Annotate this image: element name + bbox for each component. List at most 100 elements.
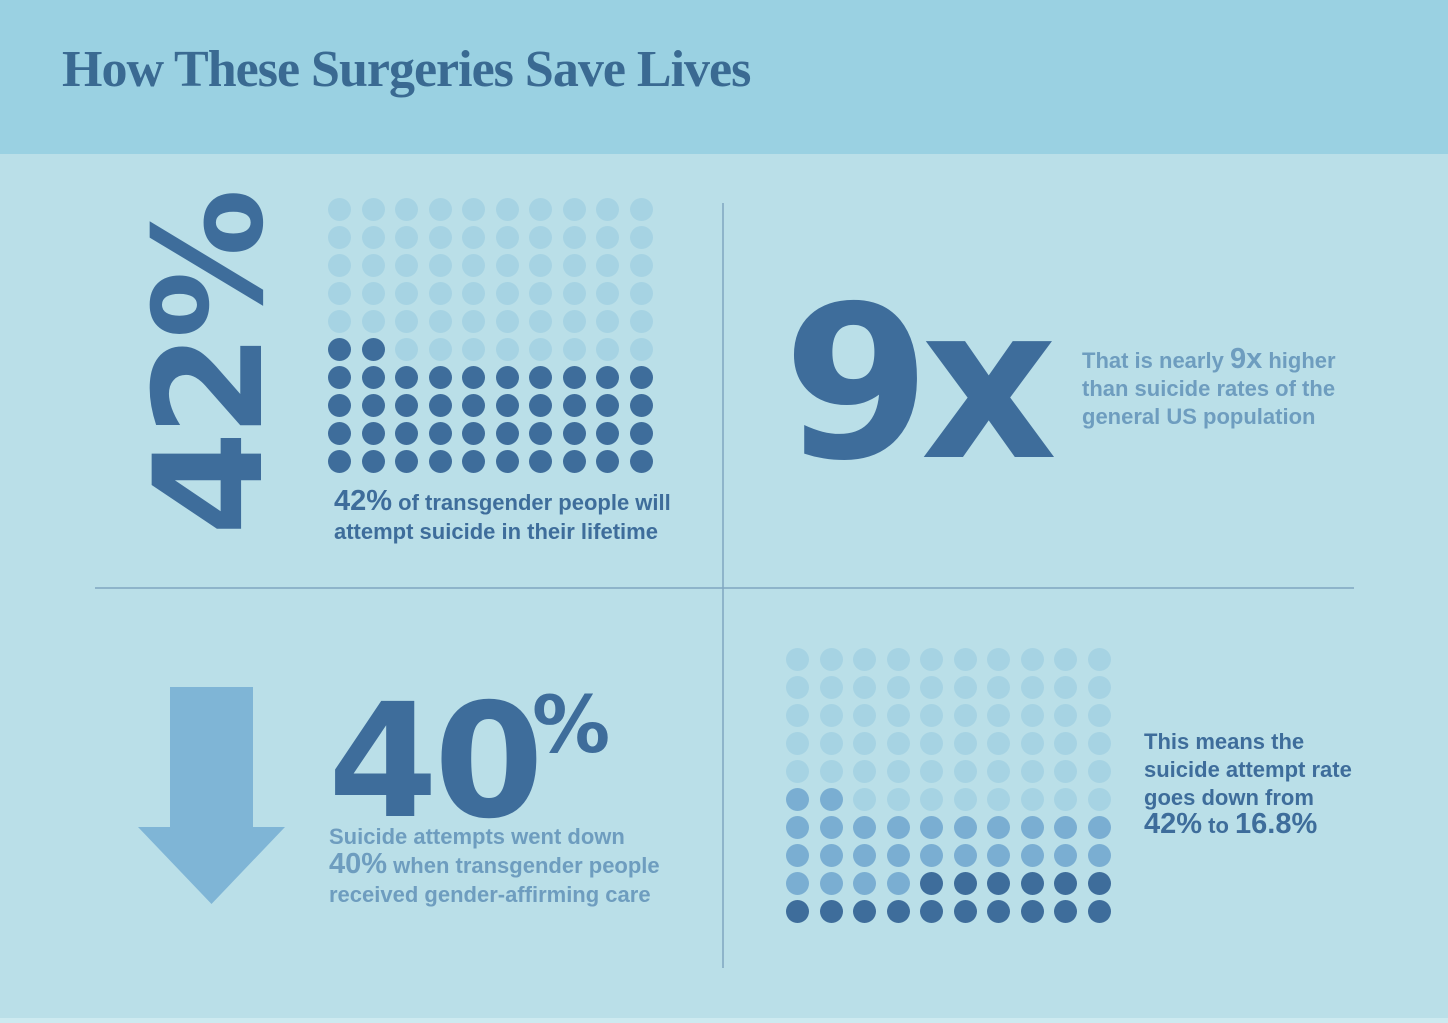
matrix-dot xyxy=(953,760,977,783)
matrix-dot xyxy=(395,198,418,221)
matrix-dot xyxy=(596,282,619,305)
matrix-dot xyxy=(1087,900,1111,923)
matrix-dot xyxy=(819,900,843,923)
vertical-divider xyxy=(722,203,724,968)
matrix-dot xyxy=(529,366,552,389)
matrix-dot xyxy=(562,310,586,333)
matrix-dot xyxy=(328,422,351,445)
matrix-dot xyxy=(328,226,351,249)
caption-text: of transgender people will xyxy=(392,490,671,515)
matrix-dot xyxy=(361,310,385,333)
matrix-dot xyxy=(819,732,843,755)
big-number-42: 42% xyxy=(123,194,297,536)
matrix-dot xyxy=(953,816,977,839)
matrix-dot xyxy=(361,450,385,473)
page-title: How These Surgeries Save Lives xyxy=(62,41,751,98)
matrix-dot xyxy=(361,282,385,305)
matrix-dot xyxy=(920,900,943,923)
matrix-dot xyxy=(462,366,485,389)
caption-40-percent: Suicide attempts went down 40% when trans… xyxy=(329,822,660,909)
matrix-dot xyxy=(495,366,519,389)
matrix-dot xyxy=(328,254,351,277)
matrix-dot xyxy=(428,366,452,389)
big-number-9x: 9x xyxy=(783,260,1057,507)
matrix-dot xyxy=(495,338,519,361)
matrix-dot xyxy=(462,338,485,361)
matrix-dot xyxy=(953,704,977,727)
matrix-dot xyxy=(886,760,910,783)
matrix-dot xyxy=(1020,648,1044,671)
matrix-dot xyxy=(786,732,809,755)
caption-text: attempt suicide in their lifetime xyxy=(334,519,658,544)
matrix-dot xyxy=(886,872,910,895)
caption-text: than suicide rates of the xyxy=(1082,376,1336,401)
matrix-dot xyxy=(1087,760,1111,783)
matrix-dot xyxy=(596,198,619,221)
caption-line: Suicide attempts went down xyxy=(329,822,660,851)
matrix-dot xyxy=(529,450,552,473)
matrix-dot xyxy=(462,310,485,333)
matrix-dot xyxy=(1020,704,1044,727)
matrix-dot xyxy=(529,310,552,333)
matrix-dot xyxy=(495,198,519,221)
matrix-dot xyxy=(361,338,385,361)
matrix-dot xyxy=(629,310,653,333)
matrix-dot xyxy=(629,422,653,445)
matrix-dot xyxy=(1054,676,1077,699)
matrix-dot xyxy=(920,676,943,699)
matrix-dot xyxy=(361,254,385,277)
matrix-dot xyxy=(395,226,418,249)
caption-line: This means the xyxy=(1144,728,1352,756)
caption-text: goes down from xyxy=(1144,785,1314,810)
horizontal-divider xyxy=(95,587,1354,589)
matrix-dot xyxy=(953,732,977,755)
matrix-dot xyxy=(629,338,653,361)
matrix-dot xyxy=(629,366,653,389)
matrix-dot xyxy=(953,844,977,867)
matrix-dot xyxy=(1054,704,1077,727)
caption-line: than suicide rates of the xyxy=(1082,375,1336,403)
matrix-dot xyxy=(920,648,943,671)
matrix-dot xyxy=(1020,760,1044,783)
matrix-dot xyxy=(428,310,452,333)
matrix-dot xyxy=(562,254,586,277)
dot-matrix-16-8-percent xyxy=(786,648,1111,923)
matrix-dot xyxy=(1087,648,1111,671)
matrix-dot xyxy=(361,198,385,221)
matrix-dot xyxy=(328,198,351,221)
matrix-dot xyxy=(495,226,519,249)
caption-text: That is nearly xyxy=(1082,348,1230,373)
matrix-dot xyxy=(853,676,876,699)
matrix-dot xyxy=(529,394,552,417)
caption-42-percent: 42% of transgender people will attempt su… xyxy=(334,487,671,546)
matrix-dot xyxy=(987,760,1010,783)
matrix-dot xyxy=(361,394,385,417)
matrix-dot xyxy=(562,450,586,473)
matrix-dot xyxy=(1087,788,1111,811)
matrix-dot xyxy=(786,704,809,727)
matrix-dot xyxy=(819,648,843,671)
matrix-dot xyxy=(361,366,385,389)
caption-text: received gender-affirming care xyxy=(329,882,651,907)
matrix-dot xyxy=(596,226,619,249)
matrix-dot xyxy=(1087,704,1111,727)
matrix-dot xyxy=(786,760,809,783)
matrix-dot xyxy=(428,422,452,445)
dot-matrix-42-percent xyxy=(328,198,653,473)
matrix-dot xyxy=(361,422,385,445)
matrix-dot xyxy=(886,732,910,755)
matrix-dot xyxy=(1054,732,1077,755)
matrix-dot xyxy=(920,732,943,755)
matrix-dot xyxy=(495,254,519,277)
matrix-dot xyxy=(819,704,843,727)
matrix-dot xyxy=(562,198,586,221)
matrix-dot xyxy=(562,422,586,445)
matrix-dot xyxy=(987,816,1010,839)
matrix-dot xyxy=(428,450,452,473)
matrix-dot xyxy=(1054,844,1077,867)
matrix-dot xyxy=(819,872,843,895)
matrix-dot xyxy=(529,198,552,221)
matrix-dot xyxy=(629,394,653,417)
matrix-dot xyxy=(529,226,552,249)
